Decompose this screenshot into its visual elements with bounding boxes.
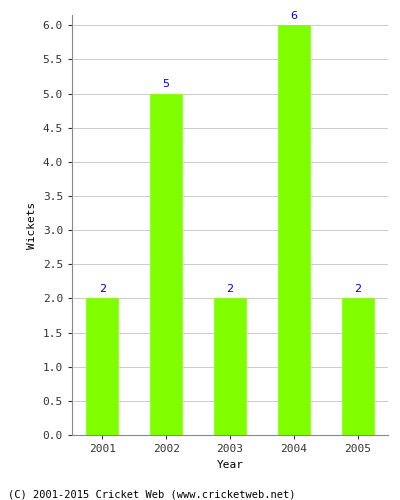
Y-axis label: Wickets: Wickets — [27, 202, 37, 248]
X-axis label: Year: Year — [216, 460, 244, 469]
Bar — [342, 298, 374, 435]
Text: 6: 6 — [290, 11, 297, 21]
Bar — [150, 94, 182, 435]
Bar — [214, 298, 246, 435]
Bar — [278, 25, 310, 435]
Text: 2: 2 — [226, 284, 234, 294]
Text: 2: 2 — [99, 284, 106, 294]
Text: 5: 5 — [163, 80, 170, 90]
Text: (C) 2001-2015 Cricket Web (www.cricketweb.net): (C) 2001-2015 Cricket Web (www.cricketwe… — [8, 490, 296, 500]
Text: 2: 2 — [354, 284, 361, 294]
Bar — [86, 298, 118, 435]
